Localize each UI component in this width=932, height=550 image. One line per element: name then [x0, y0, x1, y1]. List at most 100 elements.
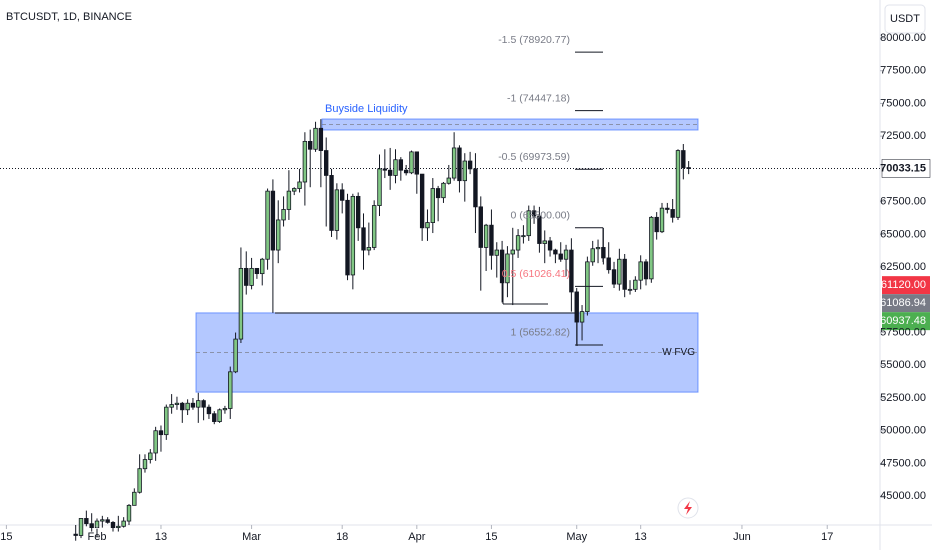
- candle-body: [281, 209, 286, 221]
- fib-label: 0.5 (61026.41): [502, 268, 570, 280]
- candle-body: [409, 151, 414, 174]
- candle-body: [313, 127, 318, 150]
- y-tick-label: 72500.00: [880, 130, 926, 142]
- candle-body: [334, 189, 340, 231]
- candle-body: [361, 227, 366, 251]
- candle-body: [579, 311, 585, 323]
- candle-body: [510, 249, 515, 255]
- candle-body: [617, 258, 622, 285]
- y-tick-label: 50000.00: [880, 425, 926, 437]
- price-label-box: [882, 294, 930, 313]
- candle-body: [105, 519, 110, 523]
- candle-body: [670, 209, 675, 218]
- current-price-box: [881, 159, 931, 178]
- currency-button-label[interactable]: USDT: [890, 13, 920, 25]
- candle-body: [286, 190, 292, 210]
- candle-body: [132, 491, 137, 506]
- candle-body: [180, 402, 185, 411]
- candle-body: [270, 190, 276, 251]
- candle-body: [430, 188, 436, 223]
- candle-body: [158, 430, 164, 436]
- candle-body: [638, 261, 643, 281]
- candle-body: [473, 168, 478, 208]
- y-tick-label: 77500.00: [880, 65, 926, 77]
- candle-body: [276, 219, 281, 251]
- candle-body: [201, 400, 206, 408]
- candle-body: [659, 207, 665, 233]
- x-tick-label: Mar: [242, 531, 261, 543]
- candle-body: [387, 169, 393, 176]
- candle-body: [169, 404, 174, 408]
- chart-title: BTCUSDT, 1D, BINANCE: [6, 11, 132, 23]
- candle-body: [542, 240, 547, 244]
- candle-body: [563, 249, 569, 260]
- candle-body: [499, 249, 505, 284]
- price-label: 61086.94: [880, 297, 926, 309]
- y-tick-label: 57500.00: [880, 326, 926, 338]
- candle-body: [595, 247, 601, 250]
- fib-label: 1 (56552.82): [510, 327, 570, 339]
- candle-body: [675, 150, 681, 218]
- candle-body: [521, 235, 526, 238]
- candle-body: [451, 147, 457, 179]
- lightning-icon[interactable]: [677, 497, 699, 519]
- candle-body: [222, 408, 228, 411]
- candle-body: [244, 267, 249, 286]
- candle-body: [649, 216, 654, 280]
- candle-body: [84, 518, 89, 525]
- x-tick-label: Feb: [88, 531, 107, 543]
- x-tick-label: 15: [485, 531, 497, 543]
- candle-body: [292, 188, 297, 192]
- y-tick-label: 67500.00: [880, 196, 926, 208]
- candle-body: [505, 253, 510, 284]
- candle-body: [526, 210, 531, 237]
- candle-body: [196, 400, 201, 408]
- candle-body: [537, 215, 542, 244]
- candle-body: [142, 459, 148, 470]
- candle-body: [606, 257, 611, 271]
- candle-body: [590, 248, 595, 263]
- candle-body: [569, 249, 574, 293]
- candle-body: [116, 525, 121, 529]
- candle-body: [164, 406, 169, 436]
- x-tick-label: May: [566, 531, 587, 543]
- y-tick-label: 52500.00: [880, 392, 926, 404]
- candle-body: [249, 267, 254, 286]
- y-tick-label: 75000.00: [880, 97, 926, 109]
- candle-body: [531, 210, 537, 217]
- candle-body: [260, 258, 265, 275]
- zone-label: W FVG: [662, 347, 695, 358]
- candle-body: [73, 533, 78, 536]
- candle-body: [419, 173, 425, 229]
- candle-body: [446, 177, 451, 184]
- icon-bolt[interactable]: [684, 501, 692, 515]
- candle-body: [398, 159, 404, 171]
- candle-body: [121, 520, 126, 527]
- candle-body: [483, 224, 489, 248]
- candle-body: [654, 216, 659, 233]
- candle-body: [238, 267, 244, 340]
- candle-body: [345, 199, 350, 276]
- candle-body: [228, 371, 233, 409]
- candle-body: [110, 521, 116, 529]
- candle-body: [153, 430, 158, 454]
- candle-body: [308, 140, 313, 150]
- x-tick-label: 17: [821, 531, 833, 543]
- candle-body: [558, 253, 563, 260]
- fib-label: 0 (65500.00): [510, 210, 570, 222]
- candle-body: [478, 206, 483, 248]
- candle-body: [414, 151, 420, 175]
- candle-body: [665, 207, 670, 210]
- candle-body: [643, 261, 649, 280]
- candle-body: [633, 279, 638, 290]
- currency-button[interactable]: [884, 4, 926, 34]
- candle-body: [324, 150, 329, 176]
- candle-body: [601, 247, 606, 259]
- candle-body: [265, 190, 270, 260]
- candle-body: [78, 518, 84, 536]
- candle-body: [89, 523, 94, 529]
- price-label-box: [882, 276, 930, 295]
- candle-body: [371, 205, 377, 248]
- y-tick-label: 80000.00: [880, 32, 926, 44]
